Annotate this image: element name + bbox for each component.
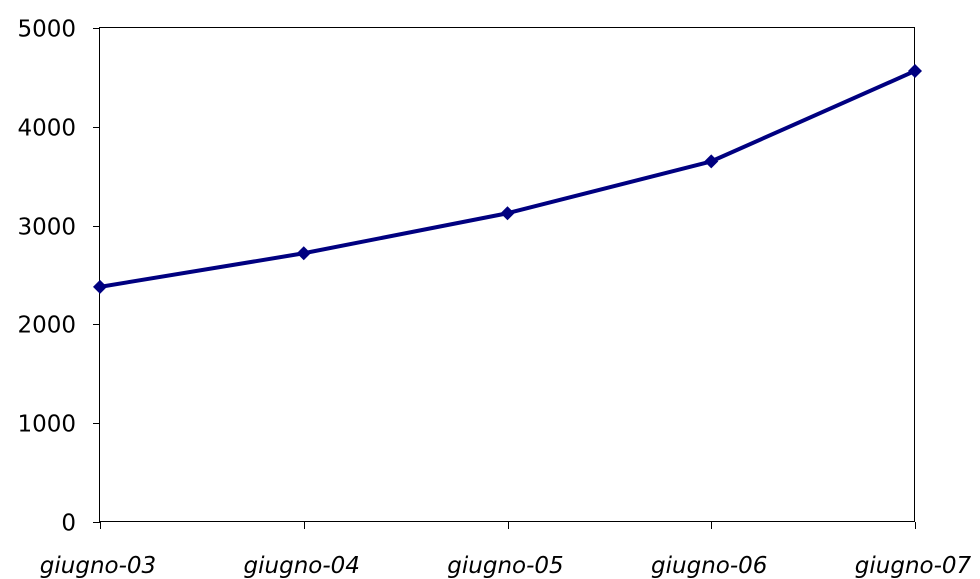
y-tick-label: 3000 <box>17 215 76 241</box>
plot-area <box>99 27 915 522</box>
x-tick-label: giugno-03 <box>40 553 156 579</box>
x-tick-label: giugno-04 <box>244 553 360 579</box>
x-axis: giugno-03 giugno-04 giugno-05 giugno-06 giug… <box>40 522 972 579</box>
x-tick-label: giugno-05 <box>447 553 563 579</box>
x-tick-label: giugno-07 <box>855 553 972 579</box>
y-tick-label: 0 <box>61 511 76 537</box>
data-point-marker <box>500 206 515 221</box>
y-tick-label: 4000 <box>17 116 76 142</box>
data-point-marker <box>296 246 311 261</box>
y-tick-label: 1000 <box>17 412 76 438</box>
plot-frame <box>99 27 915 522</box>
x-tick-label: giugno-06 <box>651 553 767 579</box>
data-point-marker <box>93 279 107 294</box>
y-axis: 0 1000 2000 3000 4000 5000 <box>17 17 100 537</box>
data-point-marker <box>908 63 922 78</box>
y-tick-label: 2000 <box>17 313 76 339</box>
data-point-marker <box>704 154 719 169</box>
series-layer <box>93 63 922 294</box>
y-tick-label: 5000 <box>17 17 76 43</box>
